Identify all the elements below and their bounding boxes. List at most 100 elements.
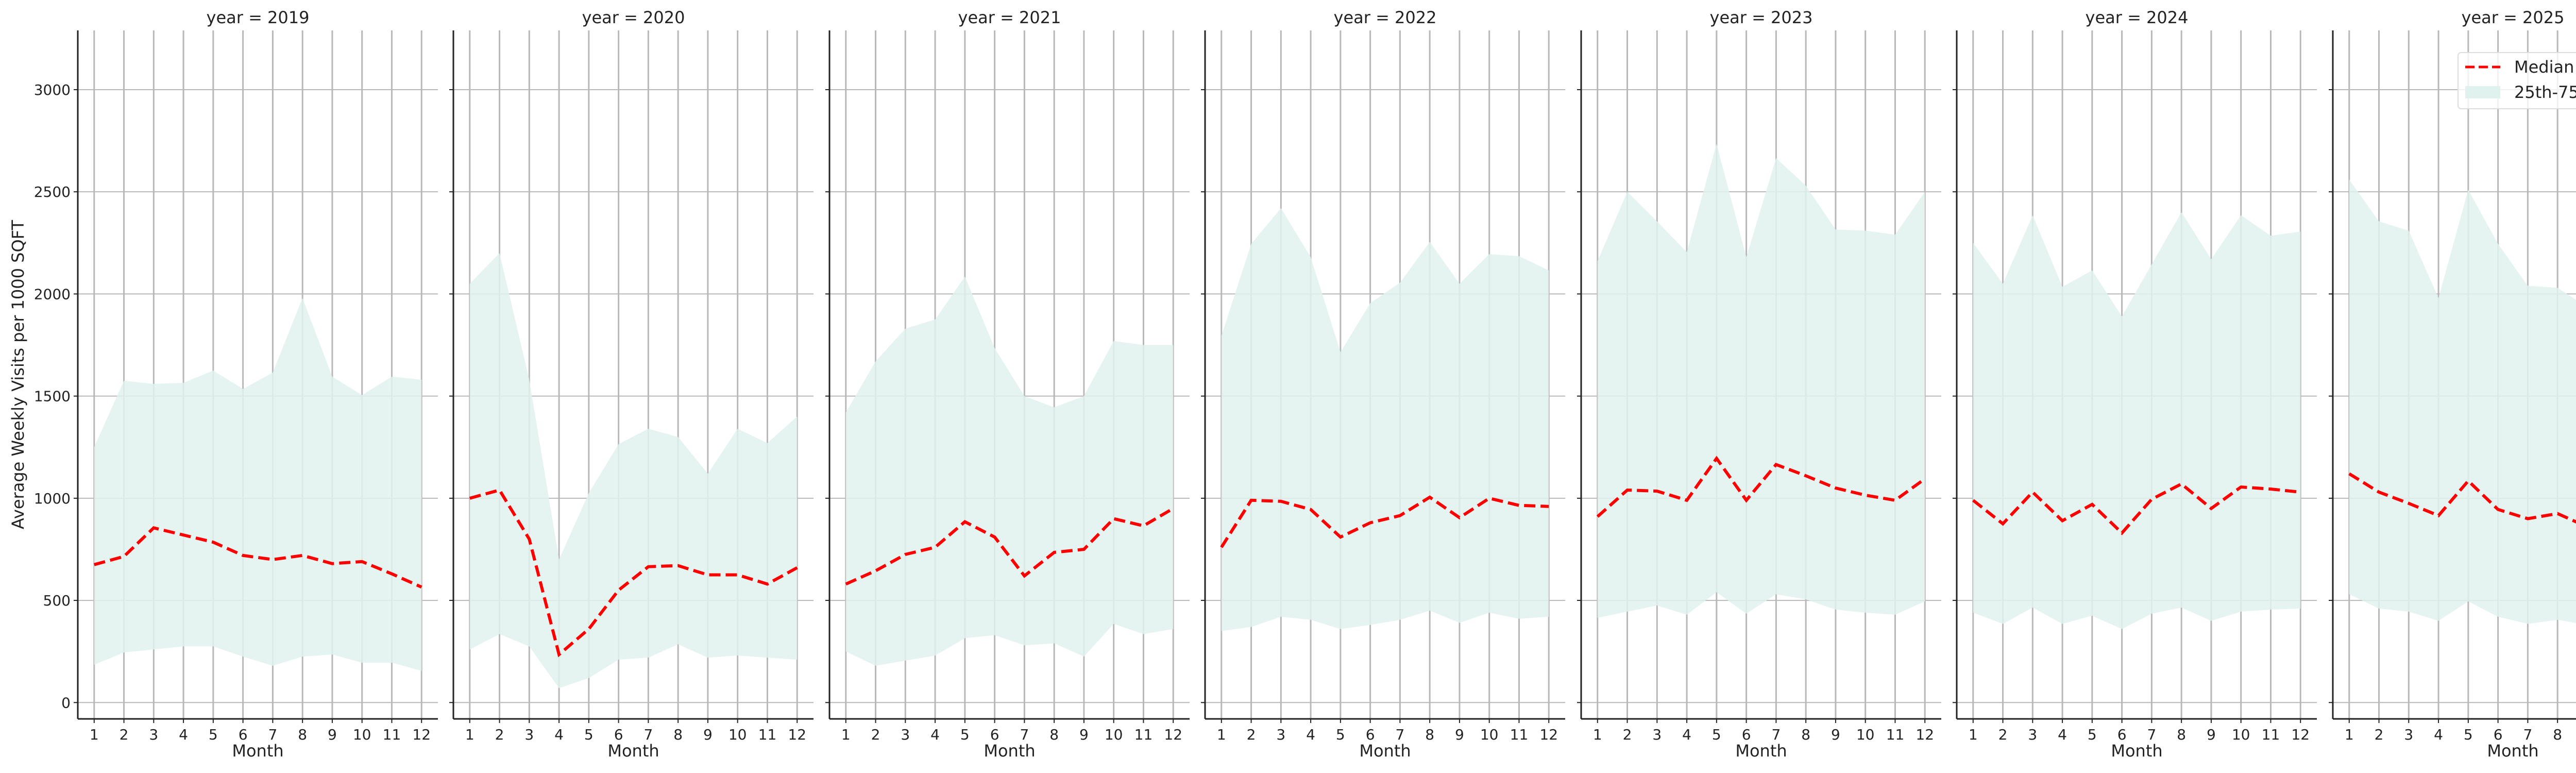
panel-title: year = 2022 — [1334, 8, 1437, 27]
x-tick-label: 9 — [328, 726, 337, 743]
x-tick-label: 6 — [2494, 726, 2503, 743]
x-tick-label: 5 — [960, 726, 970, 743]
x-tick-label: 5 — [2088, 726, 2097, 743]
x-tick-label: 4 — [2058, 726, 2067, 743]
x-tick-label: 12 — [412, 726, 431, 743]
x-tick-label: 7 — [2147, 726, 2156, 743]
y-tick-label: 1000 — [34, 490, 71, 507]
x-tick-label: 6 — [990, 726, 999, 743]
legend-median-label: Median — [2514, 57, 2574, 77]
x-tick-label: 4 — [554, 726, 564, 743]
panel-title: year = 2023 — [1710, 8, 1813, 27]
x-tick-label: 7 — [1395, 726, 1404, 743]
x-tick-label: 10 — [1480, 726, 1499, 743]
x-tick-label: 6 — [1366, 726, 1375, 743]
x-tick-label: 9 — [2207, 726, 2216, 743]
x-tick-label: 12 — [1539, 726, 1558, 743]
x-tick-label: 10 — [1105, 726, 1123, 743]
x-tick-label: 11 — [1886, 726, 1905, 743]
x-tick-label: 10 — [2232, 726, 2250, 743]
x-tick-label: 1 — [2345, 726, 2354, 743]
x-tick-label: 6 — [614, 726, 623, 743]
x-tick-label: 10 — [1856, 726, 1875, 743]
panel-title: year = 2020 — [582, 8, 685, 27]
x-axis-label: Month — [2111, 741, 2162, 761]
x-tick-label: 7 — [268, 726, 277, 743]
x-tick-label: 7 — [1020, 726, 1029, 743]
x-tick-label: 4 — [930, 726, 940, 743]
x-axis-label: Month — [2487, 741, 2538, 761]
median-line — [469, 488, 798, 658]
x-tick-label: 5 — [1712, 726, 1721, 743]
x-tick-label: 11 — [1134, 726, 1153, 743]
x-tick-label: 8 — [673, 726, 683, 743]
percentile-band — [2349, 179, 2576, 624]
y-tick-label: 2000 — [34, 285, 71, 303]
y-tick-label: 0 — [61, 694, 71, 711]
x-tick-label: 1 — [1217, 726, 1226, 743]
x-tick-label: 8 — [1049, 726, 1059, 743]
x-tick-label: 8 — [298, 726, 307, 743]
x-tick-label: 5 — [209, 726, 218, 743]
x-tick-label: 9 — [1455, 726, 1464, 743]
x-tick-label: 3 — [2404, 726, 2413, 743]
x-axis-label: Month — [984, 741, 1035, 761]
percentile-band — [845, 276, 1174, 666]
x-axis-label: Month — [607, 741, 659, 761]
x-tick-label: 6 — [239, 726, 248, 743]
median-line — [1220, 495, 1549, 548]
percentile-band — [469, 253, 798, 688]
x-tick-label: 4 — [1682, 726, 1691, 743]
x-tick-label: 10 — [353, 726, 371, 743]
legend-band-swatch — [2465, 86, 2500, 98]
percentile-band — [1221, 208, 1549, 631]
percentile-band — [94, 298, 422, 671]
median-line — [1596, 456, 1926, 518]
x-tick-label: 4 — [179, 726, 188, 743]
x-tick-label: 1 — [1593, 726, 1602, 743]
x-tick-label: 2 — [2375, 726, 2384, 743]
x-tick-label: 10 — [728, 726, 747, 743]
median-line — [2348, 472, 2576, 524]
y-tick-label: 3000 — [34, 81, 71, 98]
x-tick-label: 1 — [841, 726, 851, 743]
x-tick-label: 1 — [465, 726, 474, 743]
legend-band-label: 25th-75th Percentile — [2514, 82, 2576, 102]
x-tick-label: 8 — [1425, 726, 1434, 743]
y-axis-label: Average Weekly Visits per 1000 SQFT — [8, 220, 28, 529]
x-tick-label: 6 — [1742, 726, 1751, 743]
x-tick-label: 2 — [871, 726, 880, 743]
legend: Median 25th-75th Percentile — [2458, 52, 2576, 109]
x-tick-label: 11 — [758, 726, 777, 743]
x-tick-label: 3 — [901, 726, 910, 743]
x-tick-label: 12 — [1916, 726, 1934, 743]
x-tick-label: 7 — [2523, 726, 2532, 743]
x-tick-label: 5 — [584, 726, 594, 743]
y-tick-label: 500 — [43, 592, 71, 609]
x-tick-label: 8 — [1801, 726, 1810, 743]
median-line — [1972, 482, 2301, 535]
x-tick-label: 12 — [2291, 726, 2310, 743]
median-line — [845, 507, 1174, 586]
x-tick-label: 7 — [643, 726, 653, 743]
x-tick-label: 3 — [524, 726, 534, 743]
x-tick-label: 1 — [90, 726, 99, 743]
x-tick-label: 11 — [2262, 726, 2280, 743]
x-tick-label: 9 — [1831, 726, 1840, 743]
x-tick-label: 2 — [1998, 726, 2008, 743]
x-tick-label: 5 — [2464, 726, 2473, 743]
percentile-band — [1973, 212, 2301, 629]
x-tick-label: 8 — [2553, 726, 2562, 743]
x-axis-label: Month — [232, 741, 283, 761]
x-tick-label: 3 — [149, 726, 158, 743]
x-tick-label: 3 — [2028, 726, 2037, 743]
x-tick-label: 9 — [703, 726, 713, 743]
